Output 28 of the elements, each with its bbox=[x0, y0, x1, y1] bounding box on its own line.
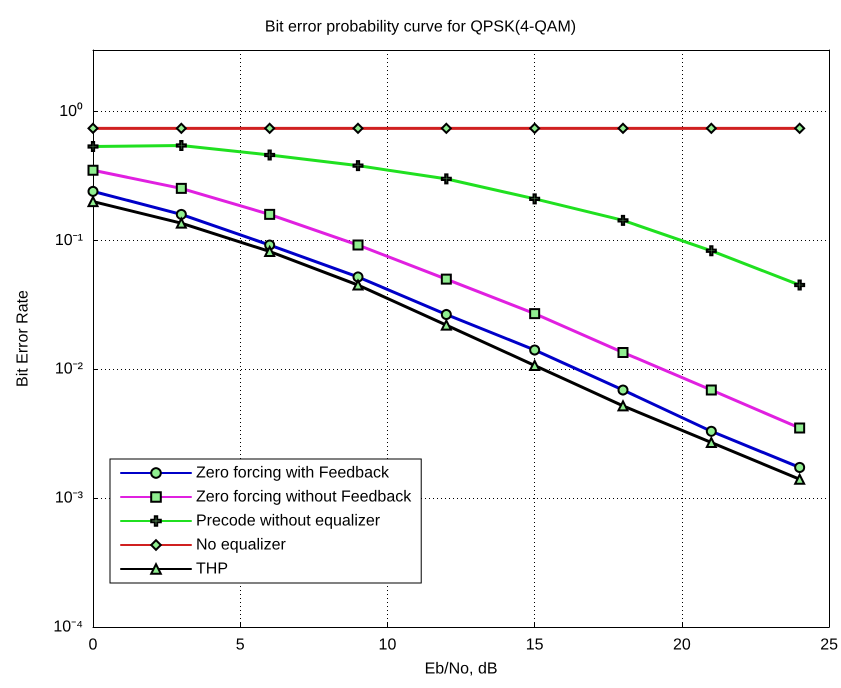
point bbox=[264, 246, 276, 257]
y-tick-label: 10⁻¹ bbox=[54, 232, 83, 249]
x-axis-title: Eb/No, dB bbox=[424, 660, 498, 678]
legend-label: THP bbox=[196, 560, 228, 578]
x-tick-label: 0 bbox=[88, 636, 98, 654]
point bbox=[88, 196, 98, 208]
legend-label: Precode without equalizer bbox=[196, 512, 381, 530]
legend-label: Zero forcing with Feedback bbox=[196, 464, 390, 482]
y-tick-label: 10⁰ bbox=[59, 102, 83, 120]
point bbox=[352, 280, 364, 291]
legend-label: Zero forcing without Feedback bbox=[196, 488, 412, 506]
x-tick-label: 5 bbox=[236, 636, 245, 654]
chart-title: Bit error probability curve for QPSK(4-QAM) bbox=[264, 18, 576, 36]
point bbox=[176, 218, 187, 229]
point bbox=[617, 400, 628, 412]
y-axis-title: Bit Error Rate bbox=[14, 290, 32, 387]
x-tick-label: 10 bbox=[378, 636, 396, 654]
y-tick-label: 10⁻⁴ bbox=[53, 618, 84, 636]
legend-label: No equalizer bbox=[196, 536, 286, 554]
point bbox=[706, 437, 717, 448]
x-tick-label: 20 bbox=[672, 636, 691, 654]
y-tick-label: 10⁻³ bbox=[54, 490, 84, 507]
point bbox=[529, 360, 540, 371]
point bbox=[440, 320, 452, 331]
x-tick-label: 15 bbox=[526, 636, 544, 654]
y-tick-label: 10⁻² bbox=[54, 360, 84, 378]
x-tick-label: 25 bbox=[820, 636, 838, 654]
point bbox=[794, 474, 806, 485]
